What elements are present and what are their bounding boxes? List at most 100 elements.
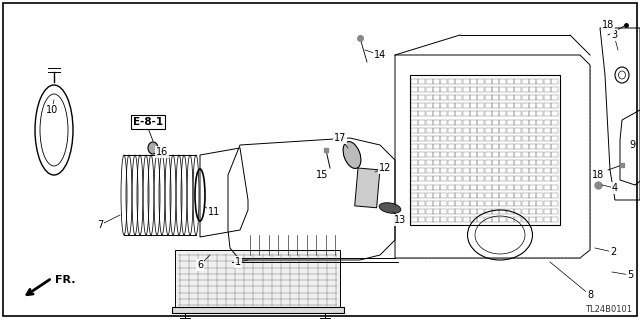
Bar (484, 193, 492, 198)
Bar (433, 152, 440, 157)
Bar (440, 111, 447, 116)
Text: 12: 12 (379, 163, 391, 173)
Bar (448, 136, 455, 141)
Bar (477, 184, 484, 189)
Bar (543, 87, 550, 92)
Bar (470, 128, 477, 133)
Bar (433, 79, 440, 84)
Bar (455, 168, 462, 173)
Bar (543, 79, 550, 84)
Bar (470, 176, 477, 182)
Bar (411, 103, 418, 108)
Bar (470, 111, 477, 116)
Bar (529, 128, 536, 133)
Bar (536, 152, 543, 157)
Bar (536, 217, 543, 222)
Bar (514, 160, 521, 165)
Bar (522, 103, 529, 108)
Bar (477, 209, 484, 214)
Bar (463, 136, 470, 141)
Bar (433, 111, 440, 116)
Text: FR.: FR. (55, 275, 76, 285)
Bar (419, 144, 426, 149)
Bar (411, 128, 418, 133)
Bar (543, 128, 550, 133)
Bar (448, 168, 455, 173)
Bar (455, 176, 462, 182)
Bar (551, 152, 558, 157)
Bar (514, 79, 521, 84)
Bar (543, 193, 550, 198)
Bar (551, 79, 558, 84)
Bar (419, 152, 426, 157)
Bar (499, 87, 506, 92)
Bar (522, 176, 529, 182)
Bar (543, 103, 550, 108)
Bar (426, 111, 433, 116)
Text: 8: 8 (587, 290, 593, 300)
Bar (522, 120, 529, 125)
Bar (463, 217, 470, 222)
Bar (543, 120, 550, 125)
Bar (448, 103, 455, 108)
Bar (419, 87, 426, 92)
Bar (172, 307, 344, 313)
Bar (499, 184, 506, 189)
Bar (543, 209, 550, 214)
Bar (499, 176, 506, 182)
Bar (514, 217, 521, 222)
Bar (433, 144, 440, 149)
Bar (470, 193, 477, 198)
Bar (492, 168, 499, 173)
Bar (551, 160, 558, 165)
Bar (529, 152, 536, 157)
Text: 4: 4 (612, 183, 618, 193)
Bar (507, 184, 514, 189)
Bar (448, 184, 455, 189)
Bar (507, 217, 514, 222)
Bar (499, 193, 506, 198)
Bar (543, 168, 550, 173)
Bar (433, 136, 440, 141)
Text: 18: 18 (602, 20, 614, 30)
Bar (536, 95, 543, 100)
Bar (440, 79, 447, 84)
Bar (536, 144, 543, 149)
Bar (463, 193, 470, 198)
Bar (463, 160, 470, 165)
Ellipse shape (343, 142, 361, 168)
Bar (536, 184, 543, 189)
Bar (507, 111, 514, 116)
Bar (522, 136, 529, 141)
Bar (551, 176, 558, 182)
Bar (411, 95, 418, 100)
Bar (529, 79, 536, 84)
Bar (470, 184, 477, 189)
Bar (470, 144, 477, 149)
Bar (529, 184, 536, 189)
Bar (477, 193, 484, 198)
Bar (411, 120, 418, 125)
Bar (536, 128, 543, 133)
Bar (433, 176, 440, 182)
Bar (419, 168, 426, 173)
Bar (440, 193, 447, 198)
Bar (433, 160, 440, 165)
Bar (536, 209, 543, 214)
Bar (499, 209, 506, 214)
Bar (477, 168, 484, 173)
Bar (507, 176, 514, 182)
Bar (507, 144, 514, 149)
Bar (455, 103, 462, 108)
Bar (477, 79, 484, 84)
Text: 11: 11 (208, 207, 220, 217)
Bar (477, 144, 484, 149)
Bar (448, 209, 455, 214)
Bar (551, 193, 558, 198)
Bar (507, 79, 514, 84)
Bar (433, 103, 440, 108)
Bar (543, 136, 550, 141)
Bar (419, 193, 426, 198)
Bar (433, 201, 440, 206)
Bar (484, 176, 492, 182)
